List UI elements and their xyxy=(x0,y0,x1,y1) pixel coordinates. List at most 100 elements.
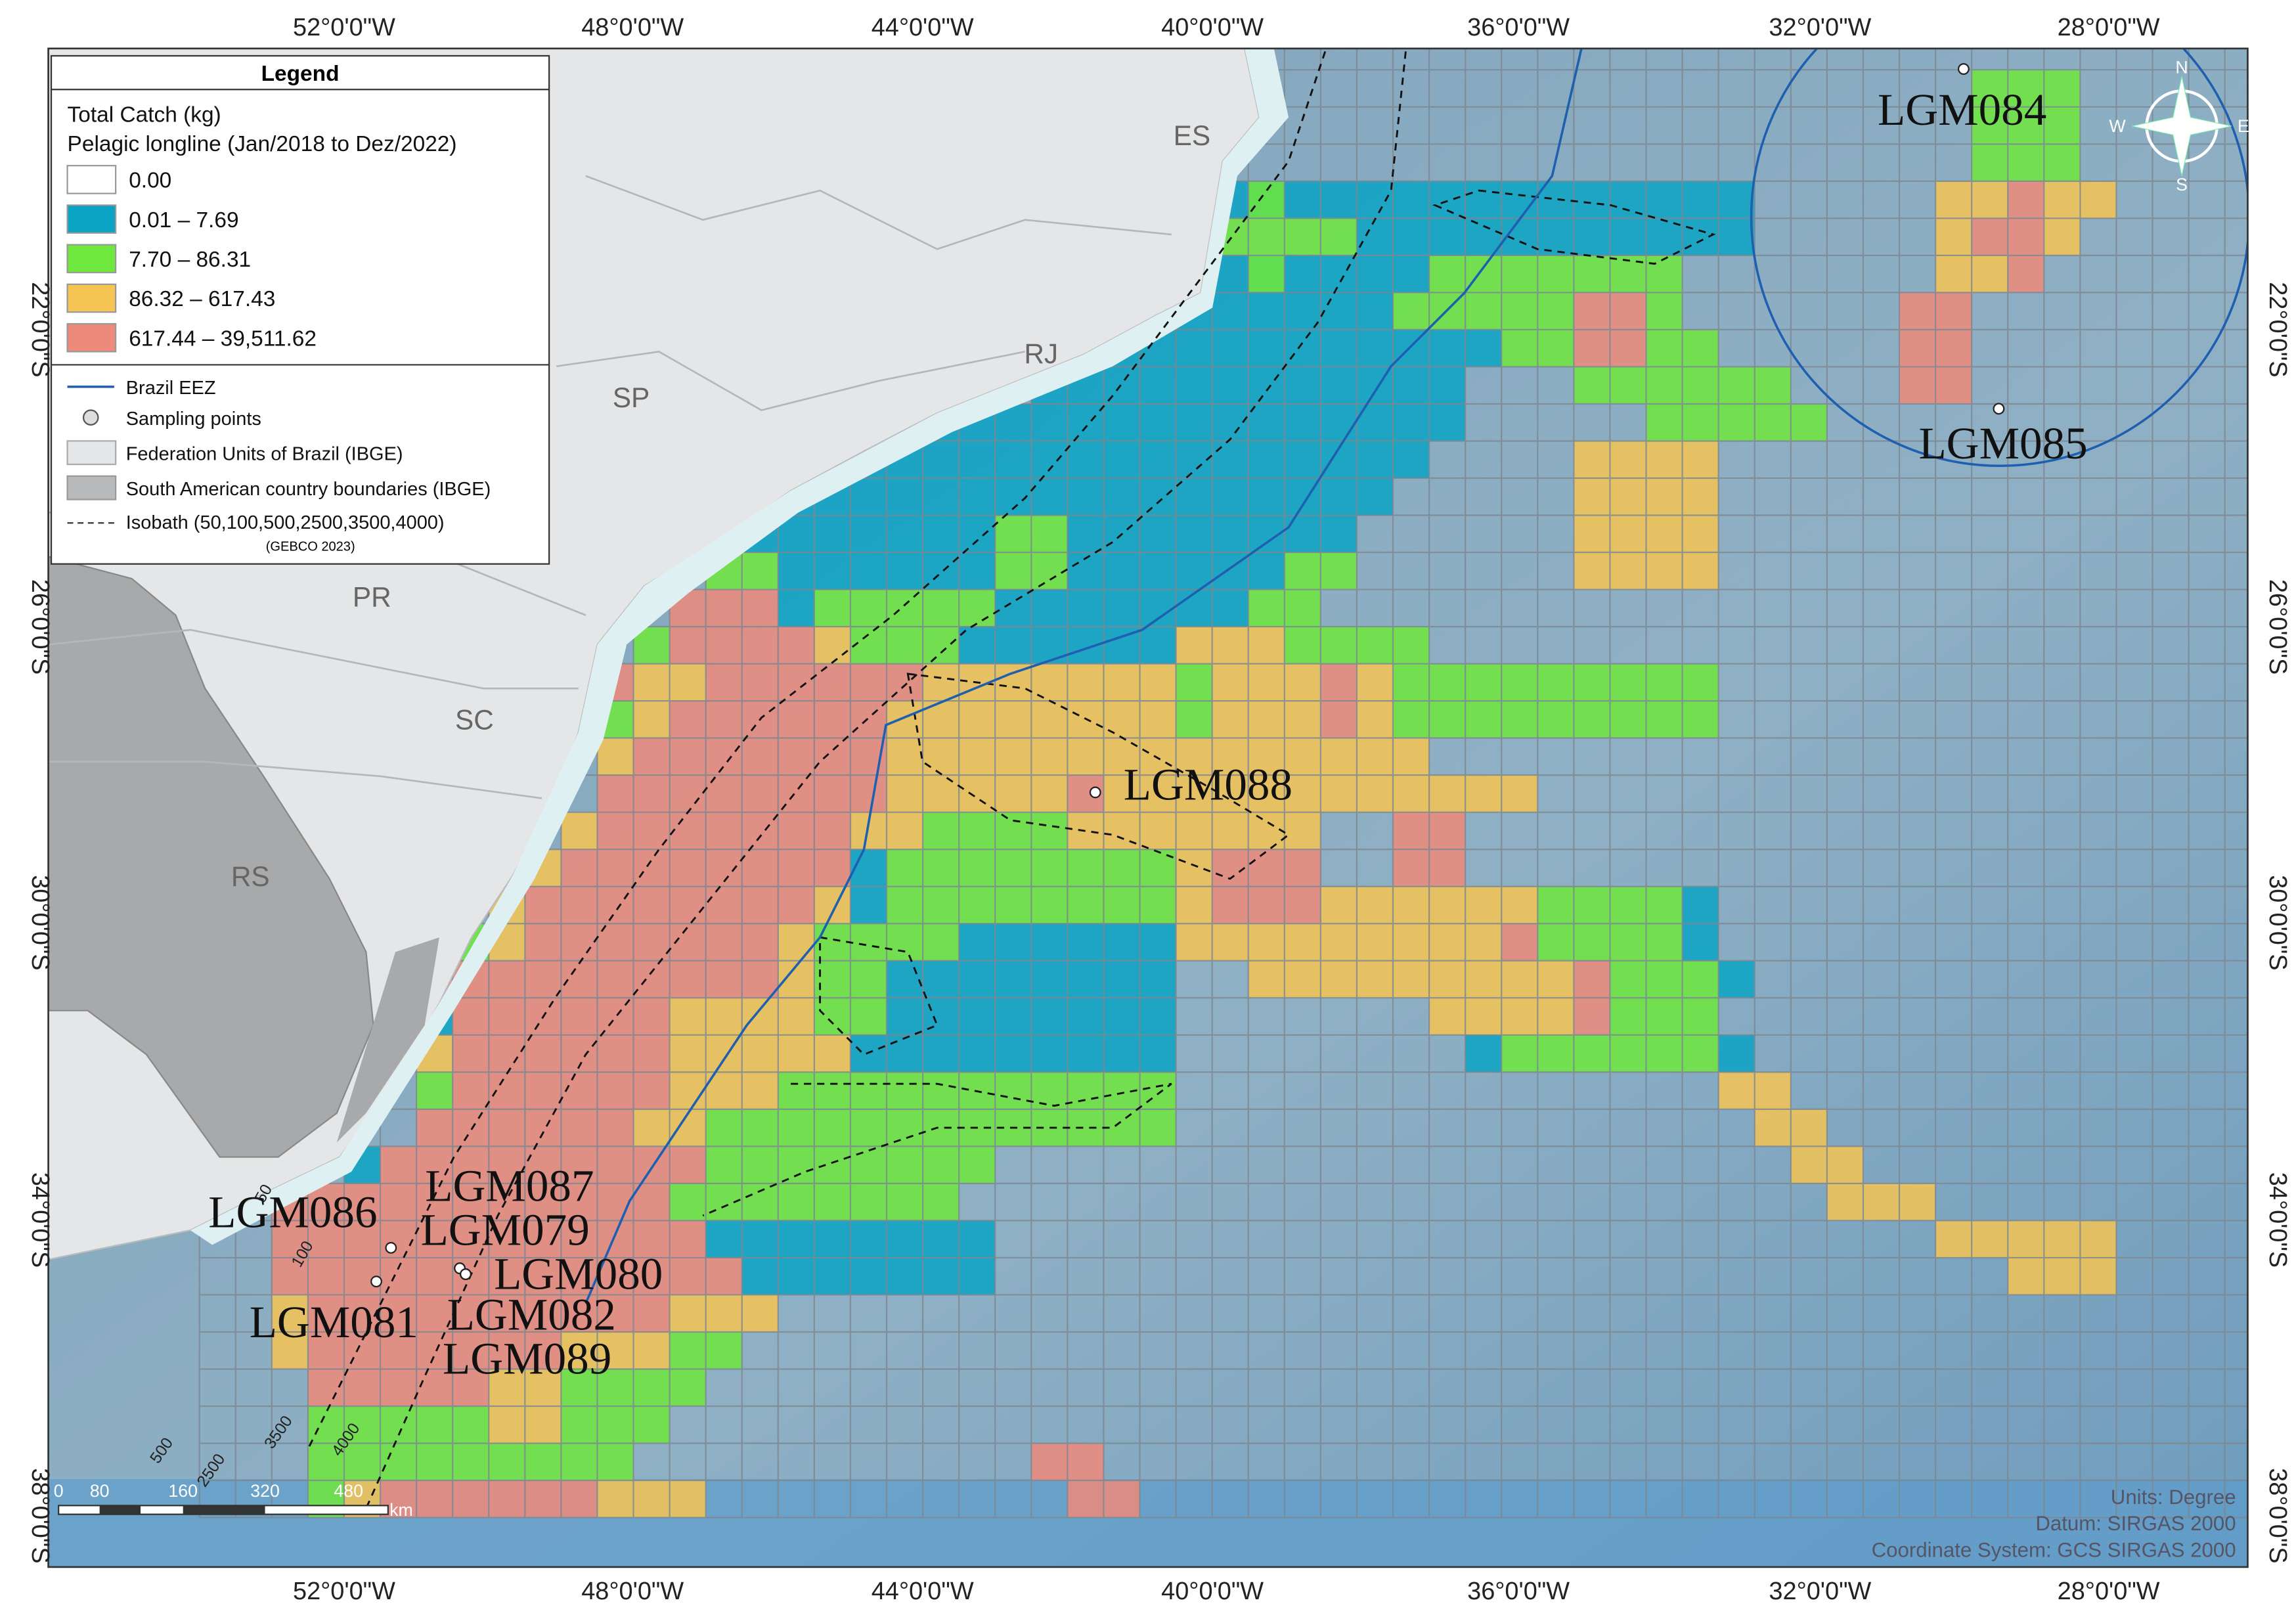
catch-cell xyxy=(1248,478,1285,516)
compass: N E S W xyxy=(2109,58,2249,194)
catch-cell xyxy=(995,441,1032,479)
catch-cell xyxy=(741,1109,778,1147)
catch-cell xyxy=(995,923,1032,961)
catch-cell xyxy=(1501,255,1538,293)
catch-cell xyxy=(1610,552,1646,590)
catch-cell xyxy=(1935,292,1972,330)
catch-cell xyxy=(597,1443,634,1481)
catch-cell xyxy=(669,1369,706,1407)
catch-cell xyxy=(1212,738,1248,776)
catch-cell xyxy=(1031,663,1068,701)
catch-cell xyxy=(1682,1034,1719,1073)
catch-cell xyxy=(597,1072,634,1109)
catch-cell xyxy=(741,1220,778,1258)
catch-cell xyxy=(1248,292,1285,330)
catch-cell xyxy=(561,1220,598,1258)
lon-label: 28°0'0"W xyxy=(2058,14,2160,41)
catch-cell xyxy=(1031,1034,1068,1073)
catch-cell xyxy=(1031,1072,1068,1109)
catch-cell xyxy=(850,1183,887,1221)
catch-cell xyxy=(1284,515,1321,553)
scale-label: 80 xyxy=(90,1481,110,1501)
catch-cell xyxy=(416,1295,453,1332)
legend-heading: Total Catch (kg) xyxy=(68,102,221,127)
catch-cell xyxy=(814,701,850,738)
state-label: RJ xyxy=(1024,338,1058,369)
catch-cell xyxy=(489,998,525,1035)
catch-cell xyxy=(959,589,996,627)
catch-cell xyxy=(1031,923,1068,961)
catch-cell xyxy=(453,1331,489,1369)
catch-cell xyxy=(1465,886,1502,924)
catch-cell xyxy=(1212,403,1248,441)
catch-cell xyxy=(1176,775,1212,812)
catch-cell xyxy=(489,1480,525,1518)
catch-cell xyxy=(2008,1257,2044,1295)
catch-cell xyxy=(1718,181,1755,219)
catch-cell xyxy=(1465,775,1502,812)
catch-cell xyxy=(1248,441,1285,479)
catch-cell xyxy=(2080,1220,2117,1258)
catch-cell xyxy=(633,1331,670,1369)
catch-cell xyxy=(1103,663,1140,701)
catch-cell xyxy=(1610,1034,1646,1073)
catch-cell xyxy=(741,775,778,812)
catch-cell xyxy=(1574,552,1610,590)
catch-cell xyxy=(1139,552,1176,590)
catch-cell xyxy=(705,812,742,850)
lon-label: 48°0'0"W xyxy=(581,14,684,41)
catch-cell xyxy=(741,627,778,664)
catch-cell xyxy=(1320,515,1357,553)
catch-cell xyxy=(1139,589,1176,627)
catch-cell xyxy=(1501,960,1538,998)
catch-cell xyxy=(597,1146,634,1184)
catch-cell xyxy=(1103,403,1140,441)
catch-cell xyxy=(1537,218,1574,255)
legend-fu-symbol xyxy=(66,440,117,466)
catch-cell xyxy=(1139,998,1176,1035)
catch-cell xyxy=(1429,701,1466,738)
legend-class-label: 617.44 – 39,511.62 xyxy=(129,326,317,351)
lon-label: 40°0'0"W xyxy=(1161,14,1264,41)
catch-cell xyxy=(1284,181,1321,219)
catch-cell xyxy=(1574,292,1610,330)
catch-cell xyxy=(814,775,850,812)
catch-cell xyxy=(1574,923,1610,961)
legend-swatch xyxy=(66,283,117,313)
catch-cell xyxy=(1031,1443,1068,1481)
catch-cell xyxy=(380,1183,417,1221)
catch-cell xyxy=(1284,960,1321,998)
frame xyxy=(47,47,2249,1568)
catch-cell xyxy=(1284,218,1321,255)
catch-cell xyxy=(2008,218,2044,255)
catch-cell xyxy=(1537,701,1574,738)
catch-cell xyxy=(1972,144,2008,181)
catch-cell xyxy=(1139,738,1176,776)
catch-cell xyxy=(597,1220,634,1258)
catch-cell xyxy=(1465,329,1502,367)
scale-label: 480 xyxy=(334,1481,363,1501)
catch-cell xyxy=(561,849,598,887)
catch-cell xyxy=(1718,1072,1755,1109)
catch-cell xyxy=(1356,663,1394,701)
catch-cell xyxy=(1284,366,1321,404)
catch-cell xyxy=(814,1146,850,1184)
lon-label: 40°0'0"W xyxy=(1161,1578,1264,1605)
catch-cell xyxy=(1646,1034,1683,1073)
catch-cell xyxy=(669,1257,706,1295)
catch-cell xyxy=(1284,775,1321,812)
catch-cell xyxy=(1537,255,1574,293)
catch-cell xyxy=(959,738,996,776)
catch-cell xyxy=(741,663,778,701)
catch-cell xyxy=(778,998,814,1035)
catch-cell xyxy=(1610,218,1646,255)
catch-cell xyxy=(525,1257,562,1295)
catch-cell xyxy=(669,701,706,738)
catch-cell xyxy=(1501,181,1538,219)
catch-cell xyxy=(1248,923,1285,961)
catch-cell xyxy=(959,441,996,479)
catch-cell xyxy=(1139,1109,1176,1147)
lat-label: 38°0'0"S xyxy=(2264,1468,2291,1563)
catch-cell xyxy=(489,1369,525,1407)
state-label: RS xyxy=(231,861,270,892)
